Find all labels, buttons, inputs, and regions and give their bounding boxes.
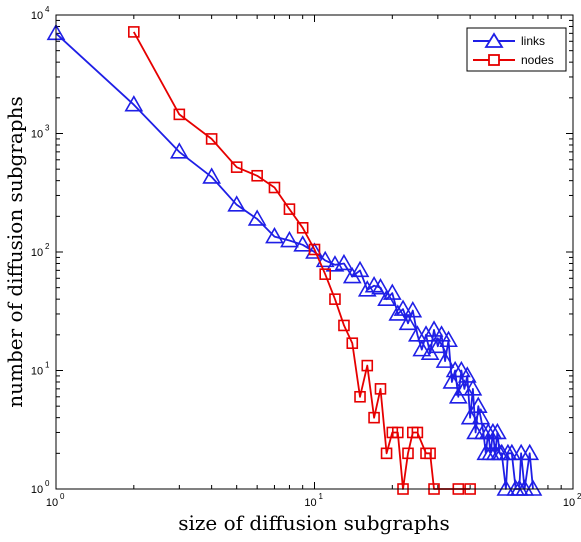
data-point-links [265, 226, 284, 244]
data-point-nodes [368, 411, 380, 424]
data-point-links [435, 351, 455, 368]
y-tick-label: 10 [31, 129, 43, 141]
y-tick-exponent: 2 [45, 242, 50, 251]
data-point-links [202, 167, 222, 184]
data-point-links [412, 340, 432, 357]
data-point-links [247, 209, 267, 226]
data-point-links [382, 283, 402, 300]
series-layer [46, 23, 543, 496]
data-point-nodes [251, 169, 263, 182]
data-point-nodes [346, 337, 359, 349]
data-point-links [468, 396, 488, 413]
data-point-links [452, 360, 471, 378]
y-tick-label: 10 [31, 366, 43, 378]
data-point-nodes [338, 319, 350, 332]
data-point-links [315, 250, 335, 268]
data-point-links [388, 304, 408, 321]
data-point-nodes [268, 181, 281, 194]
data-point-nodes [424, 447, 436, 460]
data-point-links [523, 479, 543, 496]
data-point-links [520, 443, 540, 461]
data-point-nodes [283, 203, 296, 215]
y-tick-exponent: 3 [45, 124, 50, 133]
data-point-links [424, 320, 444, 337]
data-point-links [496, 479, 516, 496]
y-tick-exponent: 1 [45, 361, 50, 370]
x-tick-exponent: 2 [577, 492, 581, 501]
x-axis-label: size of diffusion subgraphs [178, 511, 450, 535]
data-point-links [460, 408, 480, 425]
data-point-links [398, 313, 418, 331]
legend-nodes-marker [488, 54, 500, 66]
data-point-links [439, 330, 458, 348]
data-point-links [488, 422, 507, 440]
data-point-links [169, 142, 189, 159]
x-tick-exponent: 0 [60, 492, 65, 501]
data-point-links [227, 195, 247, 212]
data-point-links [280, 230, 299, 248]
data-point-links [457, 366, 477, 383]
data-point-nodes [128, 26, 140, 38]
legend: links nodes [466, 27, 567, 72]
data-point-nodes [296, 222, 309, 234]
legend-nodes-label: nodes [521, 53, 554, 67]
data-point-links [442, 372, 462, 389]
data-point-nodes [205, 133, 218, 145]
data-point-links [377, 289, 396, 306]
data-point-nodes [402, 447, 414, 460]
data-point-links [293, 235, 313, 252]
data-point-nodes [411, 426, 424, 439]
data-point-links [357, 280, 377, 297]
data-point-nodes [230, 161, 243, 173]
series-links [46, 23, 543, 496]
data-point-links [334, 253, 354, 271]
data-point-links [124, 95, 144, 112]
data-point-nodes [308, 243, 321, 256]
data-point-links [502, 443, 522, 461]
data-point-links [393, 299, 413, 316]
x-tick-label: 10 [304, 497, 316, 509]
legend-links-label: links [521, 34, 545, 48]
x-tick-label: 10 [563, 497, 575, 509]
data-point-nodes [361, 359, 374, 372]
y-tick-label: 10 [31, 247, 43, 259]
x-tick-label: 10 [46, 497, 58, 509]
legend-box [466, 27, 567, 72]
plot-frame [55, 14, 574, 490]
data-point-nodes [354, 390, 366, 403]
data-point-links [448, 387, 468, 404]
series-nodes [128, 26, 476, 495]
data-point-links [463, 379, 483, 396]
data-point-links [432, 325, 451, 342]
y-tick-label: 10 [31, 484, 43, 496]
y-tick-exponent: 0 [45, 479, 50, 488]
data-point-nodes [374, 383, 387, 395]
y-tick-label: 10 [31, 10, 43, 22]
data-point-links [371, 278, 390, 295]
data-point-links [403, 301, 423, 318]
y-tick-exponent: 4 [45, 5, 50, 14]
data-point-nodes [319, 268, 332, 280]
data-point-links [416, 325, 436, 342]
y-axis-label: number of diffusion subgraphs [3, 96, 27, 408]
data-point-nodes [380, 447, 393, 460]
data-point-links [471, 408, 491, 425]
x-tick-exponent: 1 [319, 492, 324, 501]
data-point-links [305, 242, 324, 259]
legend-links-marker [484, 32, 504, 48]
data-point-nodes [391, 426, 404, 439]
data-point-links [350, 260, 370, 278]
data-point-nodes [329, 293, 341, 305]
data-point-nodes [173, 108, 186, 121]
